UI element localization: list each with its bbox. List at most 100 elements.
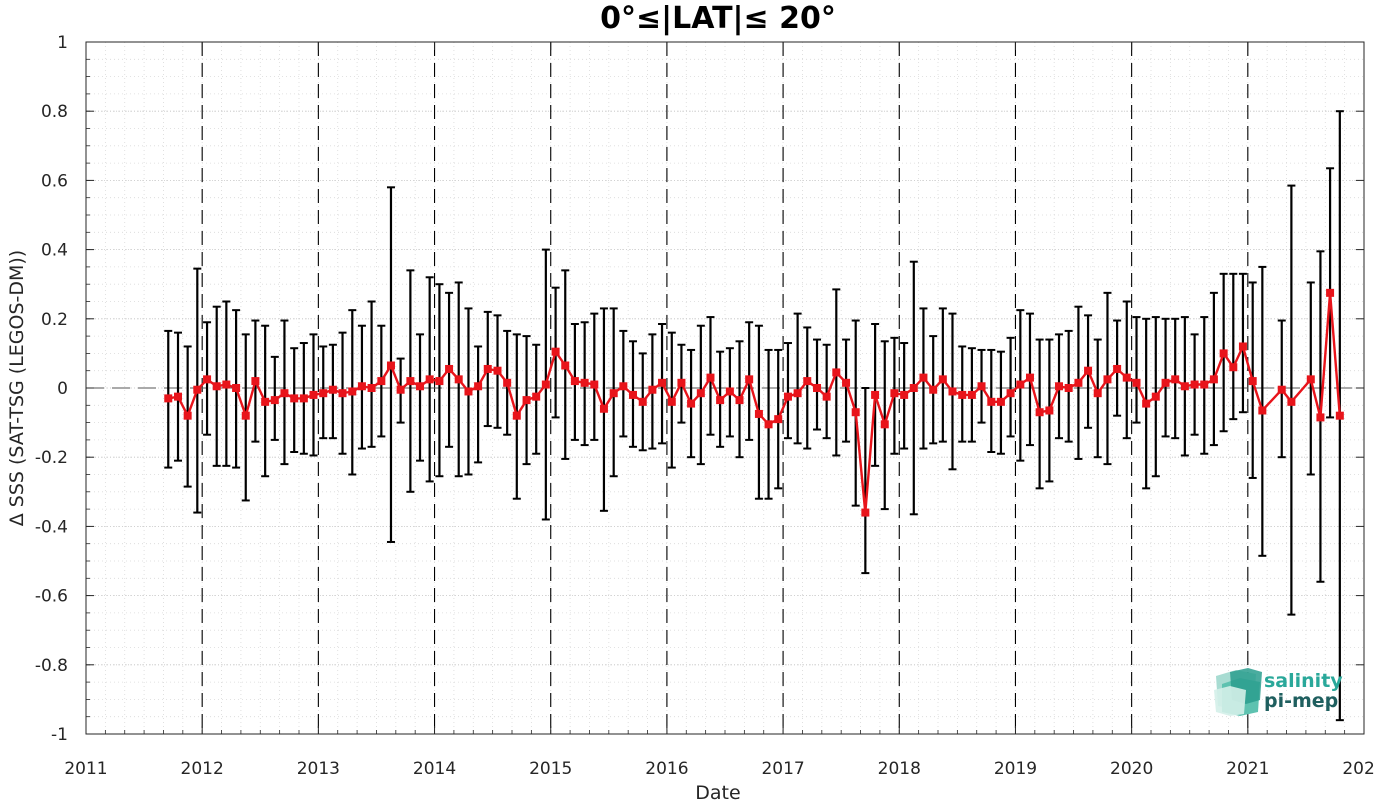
y-tick-label: 0.2 xyxy=(41,310,68,330)
y-tick-label: 0.4 xyxy=(41,241,68,261)
data-point xyxy=(454,375,463,384)
data-point xyxy=(483,364,492,373)
data-point xyxy=(813,384,822,392)
data-point xyxy=(938,375,947,384)
logo-text-salinity: salinity xyxy=(1264,670,1343,692)
data-point xyxy=(658,378,667,387)
data-point xyxy=(1258,406,1267,415)
data-point xyxy=(541,380,550,389)
data-point xyxy=(532,392,541,401)
data-point xyxy=(1287,397,1296,406)
logo-mark-icon xyxy=(1214,668,1262,716)
series-line xyxy=(168,292,1341,513)
y-tick-label: 0.8 xyxy=(41,102,68,122)
data-point xyxy=(1200,380,1209,389)
data-point xyxy=(1190,380,1199,389)
x-tick-label: 2014 xyxy=(413,759,456,779)
data-point xyxy=(357,382,366,391)
data-point xyxy=(735,396,744,405)
data-point xyxy=(1045,406,1054,415)
data-point xyxy=(270,396,279,405)
data-point xyxy=(222,380,231,389)
data-point xyxy=(1316,413,1325,422)
data-point xyxy=(1006,389,1015,398)
data-point xyxy=(1229,363,1238,372)
data-point xyxy=(871,390,880,399)
data-point xyxy=(803,377,812,386)
data-point xyxy=(628,390,637,399)
data-point xyxy=(638,397,647,406)
axis-ticks xyxy=(85,41,1365,735)
data-point xyxy=(232,384,241,392)
data-point xyxy=(687,399,696,408)
data-point xyxy=(1238,342,1247,351)
x-tick-label: 2020 xyxy=(1110,759,1153,779)
data-point xyxy=(696,389,705,398)
y-tick-label: -1 xyxy=(51,725,68,745)
data-point xyxy=(609,389,618,398)
data-point xyxy=(570,377,579,386)
data-point xyxy=(425,375,434,384)
data-point xyxy=(445,364,454,373)
data-point xyxy=(309,390,318,399)
data-point xyxy=(1171,375,1180,384)
data-point xyxy=(1064,384,1073,392)
data-point xyxy=(474,382,483,391)
data-point xyxy=(416,382,425,391)
data-point xyxy=(1113,364,1122,373)
data-point xyxy=(522,396,531,405)
data-point xyxy=(299,394,308,403)
data-point xyxy=(590,380,599,389)
logo-text-pimep: pi-mep xyxy=(1264,690,1338,712)
data-point xyxy=(648,385,657,394)
data-point xyxy=(503,378,512,387)
y-tick-label: -0.4 xyxy=(35,517,68,537)
y-tick-label: 0.6 xyxy=(41,171,68,191)
x-tick-label: 2021 xyxy=(1226,759,1269,779)
data-point xyxy=(1151,392,1160,401)
data-point xyxy=(280,389,289,398)
data-point xyxy=(967,390,976,399)
data-point xyxy=(929,385,938,394)
data-point xyxy=(580,378,589,387)
data-point xyxy=(348,387,357,396)
data-point xyxy=(212,382,221,391)
x-tick-label: 2013 xyxy=(297,759,340,779)
data-point xyxy=(977,382,986,391)
x-tick-label: 2012 xyxy=(181,759,224,779)
data-point xyxy=(551,347,560,356)
data-point xyxy=(203,375,212,384)
data-point xyxy=(1016,380,1025,389)
data-point xyxy=(842,378,851,387)
salinity-pimep-logo: salinity pi-mep xyxy=(1214,668,1343,716)
data-point xyxy=(464,387,473,396)
data-point xyxy=(774,415,783,424)
data-point xyxy=(754,409,763,418)
chart-title: 0°≤|LAT|≤ 20° xyxy=(600,1,836,36)
data-point xyxy=(338,389,347,398)
y-tick-label: -0.8 xyxy=(35,656,68,676)
x-tick-label: 2019 xyxy=(994,759,1037,779)
y-axis-label: Δ SSS (SAT-TSG (LEGOS-DM)) xyxy=(6,250,28,526)
data-point xyxy=(880,420,889,429)
data-point xyxy=(1142,399,1151,408)
data-point xyxy=(1084,366,1093,375)
data-point xyxy=(667,397,676,406)
data-point xyxy=(745,375,754,384)
data-point xyxy=(174,392,183,401)
data-point xyxy=(832,368,841,377)
x-tick-label: 2022 xyxy=(1342,759,1374,779)
data-point xyxy=(725,387,734,396)
data-point xyxy=(716,396,725,405)
data-point xyxy=(251,377,260,386)
data-point xyxy=(706,373,715,382)
data-point xyxy=(1132,378,1141,387)
data-point xyxy=(493,366,502,375)
data-point xyxy=(367,384,376,392)
data-point xyxy=(241,411,250,420)
data-point xyxy=(1209,375,1218,384)
data-point xyxy=(386,361,395,370)
x-axis-label: Date xyxy=(695,782,740,801)
data-point xyxy=(1122,373,1131,382)
